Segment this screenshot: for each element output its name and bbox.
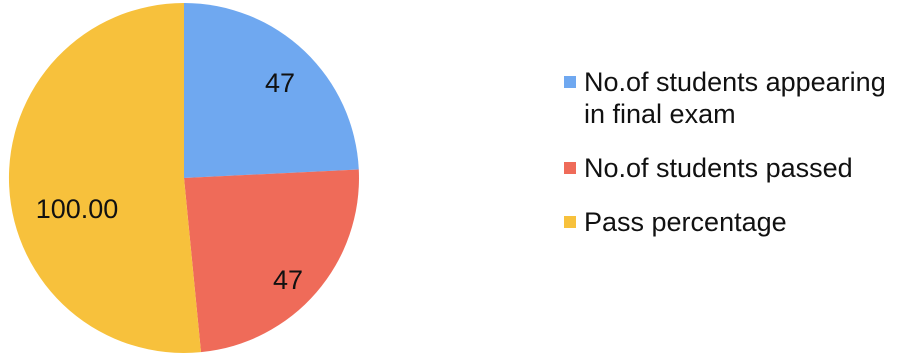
pie-slice-students-appearing (184, 3, 359, 178)
legend-swatch-pass-percentage (564, 216, 576, 228)
legend-swatch-students-passed (564, 162, 576, 174)
legend-label-students-passed: No.of students passed (584, 153, 853, 183)
pie-data-label-pass-percentage: 100.00 (36, 194, 119, 224)
legend-label-students-appearing: No.of students appearing in final exam (584, 67, 886, 129)
pie-slice-students-passed (184, 169, 359, 353)
legend-label-pass-percentage: Pass percentage (584, 207, 787, 237)
legend-item-students-passed: No.of students passed (564, 152, 909, 184)
pie-data-labels: 47 47 100.00 (36, 68, 303, 295)
pie-slice-pass-percentage (8, 2, 201, 353)
legend-item-pass-percentage: Pass percentage (564, 206, 909, 238)
pie-data-label-students-appearing: 47 (265, 68, 295, 98)
legend-swatch-students-appearing (564, 76, 576, 88)
pie-data-label-students-passed: 47 (273, 265, 303, 295)
chart-legend: No.of students appearing in final exam N… (564, 66, 909, 238)
pie-slices (8, 2, 359, 353)
legend-item-students-appearing: No.of students appearing in final exam (564, 66, 909, 130)
